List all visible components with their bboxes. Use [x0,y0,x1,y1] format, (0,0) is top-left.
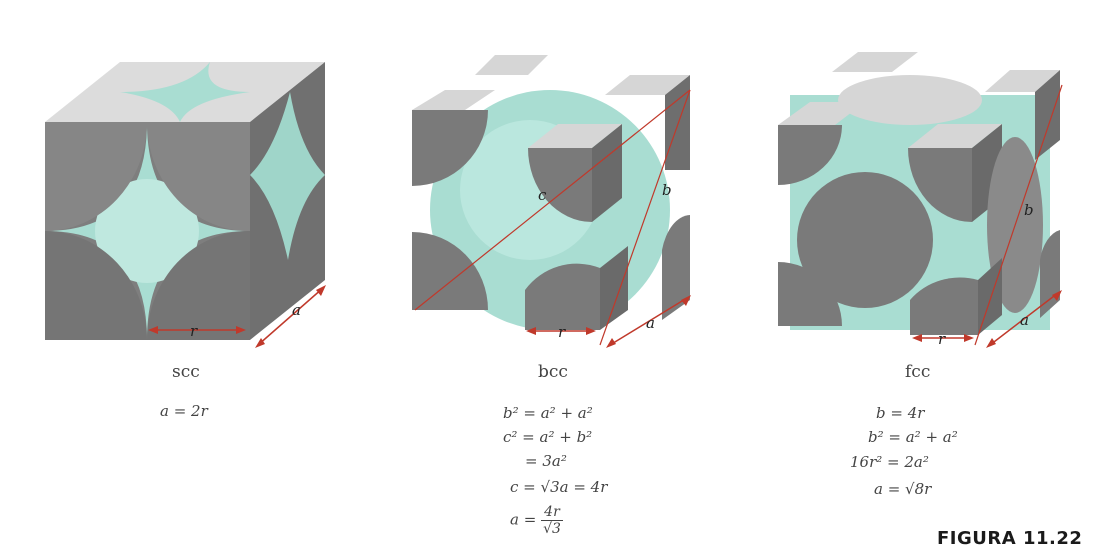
bcc-equation-2: c² = a² + b² [503,428,593,446]
fcc-a-arrow [989,292,1059,346]
scc-cube-diagram: r a [45,62,326,348]
fcc-r-mark: r [938,330,946,348]
bcc-r-mark: r [558,323,566,341]
bcc-corner-center-front [528,124,622,222]
bcc-equation-3: = 3a² [525,452,567,470]
bcc-a-arrowhead-top [681,295,691,306]
fcc-equation-1: b = 4r [876,404,925,422]
scc-r-arrowhead-right [236,326,246,334]
fcc-equation-3: 16r² = 2a² [850,453,929,471]
bcc-c-diagonal [414,89,691,311]
bcc-fraction-denominator: √3 [543,521,561,537]
scc-corner-bl [45,231,147,340]
bcc-a-arrow [609,297,688,346]
fcc-front-face-sphere [797,172,933,308]
bcc-a-mark: a [646,314,655,332]
fcc-corner-bottom-center [910,258,1002,335]
bcc-corner-top-left [412,90,495,186]
scc-equation-1: a = 2r [160,402,208,420]
fcc-a-arrowhead-top [1052,290,1062,301]
scc-side-gap [250,92,325,260]
fcc-b-diagonal [974,84,1063,346]
bcc-fraction: 4r √3 [541,504,563,537]
scc-top-gap [120,62,250,122]
bcc-caption: bcc [538,362,568,382]
bcc-corner-top-right [605,75,690,170]
fcc-top-face-sphere [838,75,982,125]
scc-corner-br [147,230,250,340]
scc-a-arrow [257,287,324,346]
fcc-a-mark: a [1020,311,1029,329]
bcc-corner-bottom-left [412,232,488,310]
fcc-corner-top-back [832,52,918,72]
scc-caption: scc [172,362,200,382]
scc-r-arrowhead-left [148,326,158,334]
bcc-a-arrowhead-bottom [606,338,616,348]
fcc-equation-4: a = √8r [874,480,932,498]
bcc-equation-5: a = 4r √3 [510,504,563,537]
bcc-corner-bottom-right [662,215,690,320]
fcc-caption: fcc [905,362,931,382]
bcc-b-diagonal [599,89,691,346]
scc-r-mark: r [190,322,198,340]
scc-sphere-center [95,179,199,283]
bcc-r-arrowhead-right [586,327,596,335]
bcc-fraction-numerator: 4r [541,504,563,521]
bcc-equation-1: b² = a² + a² [503,404,593,422]
figure-label: FIGURA 11.22 [937,528,1083,549]
scc-a-arrowhead-bottom [255,338,265,348]
scc-corner-tl [45,122,147,231]
scc-a-arrowhead-top [316,285,326,296]
fcc-corner-bottom-left [778,262,842,326]
fcc-a-arrowhead-bottom [986,338,996,348]
bcc-corner-top-back [475,55,548,75]
fcc-cube-diagram: b r a [778,52,1063,348]
bcc-fraction-lhs: a = [510,510,537,529]
bcc-b-mark: b [662,181,672,199]
fcc-corner-top-left [778,102,865,185]
bcc-cube-diagram: c b r a [412,55,691,348]
fcc-r-arrowhead-right [964,334,974,342]
scc-corner-tr [147,122,250,232]
fcc-corner-top-right [985,70,1060,160]
fcc-equation-2: b² = a² + a² [868,428,958,446]
bcc-corner-bottom-center [525,246,628,330]
scc-a-mark: a [292,301,301,319]
bcc-r-arrowhead-left [526,327,536,335]
bcc-c-mark: c [538,186,547,204]
fcc-b-mark: b [1024,201,1034,219]
fcc-r-arrowhead-left [912,334,922,342]
bcc-equation-4: c = √3a = 4r [510,478,608,496]
